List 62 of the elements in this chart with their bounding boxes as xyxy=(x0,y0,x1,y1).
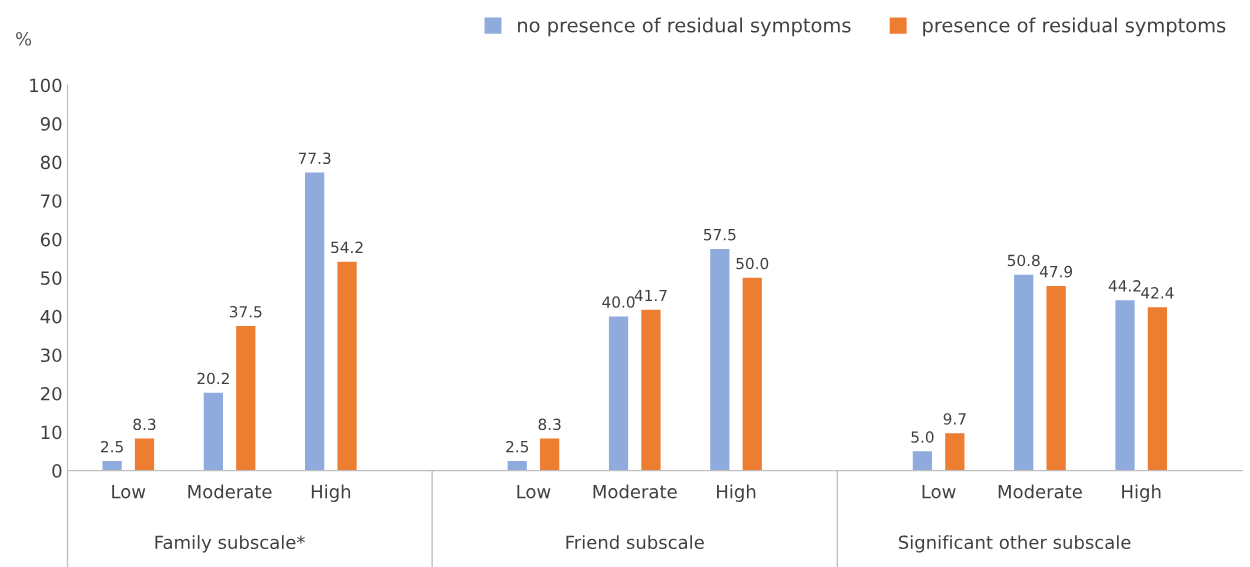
bar xyxy=(1046,285,1066,471)
data-label: 44.2 xyxy=(1108,280,1141,292)
x-tick-label: High xyxy=(311,484,351,502)
data-label: 37.5 xyxy=(229,305,262,318)
y-axis-title: % xyxy=(16,31,32,46)
x-tick-label: High xyxy=(717,484,756,502)
bar xyxy=(507,460,527,471)
y-tick-label: 20 xyxy=(40,386,62,401)
bar xyxy=(540,438,560,471)
data-label: 2.5 xyxy=(101,440,123,453)
data-label: 47.9 xyxy=(1039,265,1073,278)
y-tick-label: 30 xyxy=(41,348,62,363)
y-tick-label: 80 xyxy=(40,155,62,170)
y-tick-label: 70 xyxy=(41,194,62,208)
y-tick-label: 10 xyxy=(41,425,62,440)
bar xyxy=(710,248,730,471)
text: Family subscale* xyxy=(155,535,305,553)
data-label: 40.0 xyxy=(602,296,635,308)
x-tick-label: High xyxy=(1122,484,1161,502)
y-tick-label: 90 xyxy=(40,117,62,131)
data-label: 5.0 xyxy=(911,431,934,443)
y-tick-label: 60 xyxy=(40,232,62,247)
x-tick-label: Moderate xyxy=(593,484,677,499)
bar xyxy=(742,277,762,471)
bar xyxy=(236,326,256,471)
bar xyxy=(912,451,933,471)
data-label: 41.7 xyxy=(634,289,667,302)
bar xyxy=(1147,307,1168,471)
bar xyxy=(203,392,223,471)
x-tick-label: Moderate xyxy=(998,484,1082,499)
data-label: 50.0 xyxy=(736,257,769,270)
data-label: 9.7 xyxy=(943,413,966,425)
bar xyxy=(641,309,661,471)
bar xyxy=(337,261,357,471)
y-tick-label: 50 xyxy=(41,271,62,285)
bar xyxy=(305,172,325,471)
x-tick-label: Low xyxy=(517,485,551,499)
y-tick-label: 40 xyxy=(40,309,62,324)
x-tick-label: Low xyxy=(112,485,146,499)
bar xyxy=(1115,300,1135,471)
legend-label: no presence of residual symptoms xyxy=(518,17,851,37)
bar xyxy=(945,433,965,471)
data-label: 8.3 xyxy=(538,418,561,431)
bar xyxy=(102,460,122,471)
data-label: 42.4 xyxy=(1141,287,1174,299)
data-label: 54.2 xyxy=(331,241,363,254)
y-tick-label: 0 xyxy=(52,464,62,478)
bar xyxy=(1014,274,1034,471)
text: Significant other subscale xyxy=(898,535,1131,553)
data-label: 57.5 xyxy=(704,229,736,241)
data-label: 2.5 xyxy=(506,440,529,453)
data-label: 50.8 xyxy=(1007,254,1040,267)
data-label: 77.3 xyxy=(298,152,331,165)
x-tick-label: Low xyxy=(922,485,956,499)
text: Friend subscale xyxy=(566,535,704,550)
y-tick-label: 100 xyxy=(30,78,62,93)
legend-label: presence of residual symptoms xyxy=(923,17,1226,37)
data-label: 20.2 xyxy=(197,372,229,385)
bar xyxy=(134,438,155,471)
bar xyxy=(608,316,629,471)
data-label: 8.3 xyxy=(133,418,156,431)
x-tick-label: Moderate xyxy=(188,484,272,499)
